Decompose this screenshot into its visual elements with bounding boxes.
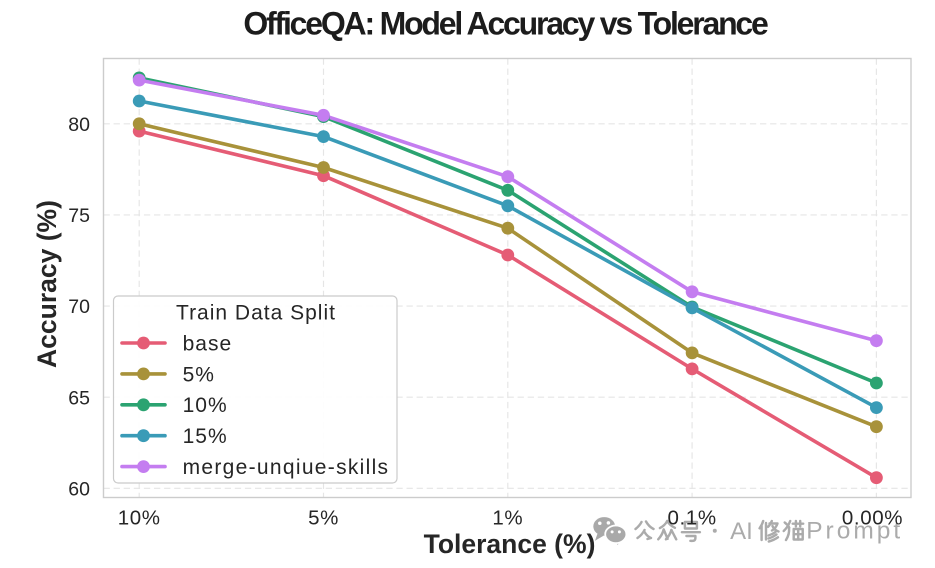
svg-text:75: 75 — [68, 205, 90, 227]
svg-text:0.00%: 0.00% — [842, 506, 903, 529]
svg-text:Prompt: Prompt — [806, 518, 903, 545]
svg-text:80: 80 — [68, 114, 90, 136]
svg-text:5%: 5% — [308, 506, 339, 529]
svg-text:OfficeQA: Model Accuracy vs To: OfficeQA: Model Accuracy vs Tolerance — [243, 5, 768, 41]
svg-text:10%: 10% — [183, 394, 228, 417]
svg-text:Accuracy (%): Accuracy (%) — [32, 200, 62, 368]
svg-text:65: 65 — [68, 387, 90, 409]
svg-text:base: base — [183, 332, 233, 355]
svg-text:15%: 15% — [183, 425, 228, 448]
svg-text:Tolerance (%): Tolerance (%) — [424, 529, 596, 559]
svg-text:60: 60 — [68, 478, 90, 500]
svg-text:Train Data Split: Train Data Split — [176, 302, 336, 325]
svg-text:10%: 10% — [118, 506, 161, 529]
svg-text:1%: 1% — [492, 506, 523, 529]
svg-text:5%: 5% — [183, 363, 215, 386]
svg-text:70: 70 — [68, 296, 90, 318]
svg-text:merge-unqiue-skills: merge-unqiue-skills — [183, 456, 390, 479]
svg-text:0.1%: 0.1% — [668, 506, 717, 529]
svg-text:AI: AI — [730, 518, 753, 545]
